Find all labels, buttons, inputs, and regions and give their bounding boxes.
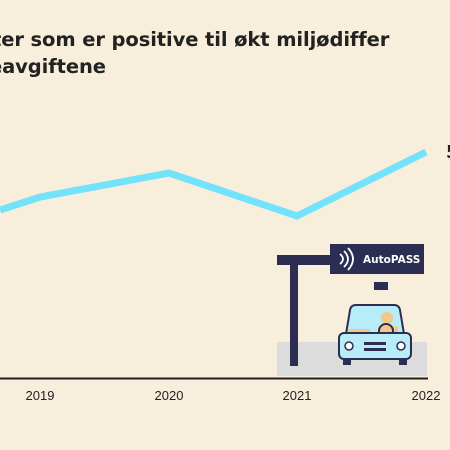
car-wheel-right (399, 358, 407, 365)
chart-title-line-2: eavgiftene (0, 55, 106, 78)
autopass-illustration: AutoPASS (277, 244, 427, 376)
chart-title-line-1: ifter som er positive til økt miljødiffe… (0, 28, 390, 51)
autopass-sign-text: AutoPASS (363, 254, 420, 266)
car-headlight-right (396, 341, 406, 351)
x-tick-label-2019: 2019 (26, 388, 55, 403)
dashboard-item (348, 329, 370, 334)
x-tick-label-2022: 2022 (412, 388, 441, 403)
gantry-pole (290, 260, 298, 366)
x-tick-label-2020: 2020 (155, 388, 184, 403)
car (338, 304, 412, 365)
x-tick-label-2021: 2021 (283, 388, 312, 403)
driver-head (381, 312, 393, 324)
car-wheel-left (343, 358, 351, 365)
autopass-sign (330, 244, 424, 274)
series-layer (0, 148, 428, 220)
wireless-icon (339, 247, 354, 271)
chart-title: ifter som er positive til økt miljødiffe… (0, 26, 450, 86)
car-grille-2 (364, 348, 386, 351)
car-headlight-left (344, 341, 354, 351)
end-value-label-partial: 5 (446, 142, 450, 163)
toll-camera (374, 282, 388, 290)
car-grille (364, 342, 386, 345)
car-body (338, 332, 412, 360)
series-line (0, 148, 428, 220)
x-axis-ticks: 2019 2020 2021 2022 (26, 388, 441, 403)
